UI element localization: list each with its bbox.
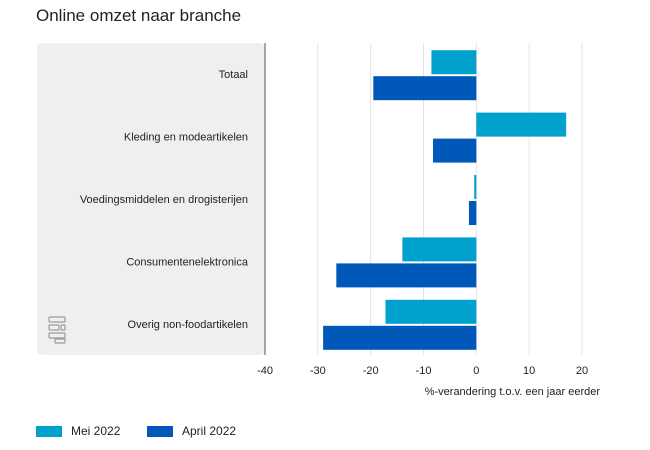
bar-april <box>433 138 477 163</box>
x-tick-label: 20 <box>576 365 588 377</box>
legend-item-mei: Mei 2022 <box>36 424 120 438</box>
x-axis-label: %-verandering t.o.v. een jaar eerder <box>425 386 601 398</box>
bar-mei <box>402 237 477 262</box>
category-label: Voedingsmiddelen en drogisterijen <box>80 194 248 206</box>
bar-april <box>373 76 477 101</box>
category-label: Kleding en modeartikelen <box>124 132 248 144</box>
bar-mei <box>474 175 477 199</box>
bar-mei <box>476 112 567 137</box>
x-tick-label: -30 <box>310 365 326 377</box>
bar-april <box>468 201 477 225</box>
bar-chart: Totaal Kleding en modeartikelen Voedingsmi… <box>37 43 601 398</box>
legend-item-april: April 2022 <box>147 424 236 438</box>
x-tick-label: -10 <box>416 365 432 377</box>
bar-mei <box>431 50 477 75</box>
legend-label-mei: Mei 2022 <box>71 424 121 438</box>
legend-label-april: April 2022 <box>182 424 237 438</box>
x-tick-label: -20 <box>363 365 379 377</box>
chart-title: Online omzet naar branche <box>36 6 242 25</box>
bar-april <box>323 325 477 350</box>
category-label: Overig non-foodartikelen <box>128 319 248 331</box>
cbs-logo-icon <box>48 316 66 344</box>
legend-swatch-april <box>147 425 173 437</box>
x-tick-label: 0 <box>473 365 479 377</box>
category-label: Totaal <box>219 69 248 81</box>
category-panel <box>37 43 265 355</box>
category-label: Consumentenelektronica <box>126 256 249 268</box>
x-tick-label: -40 <box>257 365 273 377</box>
x-tick-label: 10 <box>523 365 535 377</box>
legend-swatch-mei <box>36 425 62 437</box>
bar-april <box>336 263 477 288</box>
bar-mei <box>385 299 477 324</box>
